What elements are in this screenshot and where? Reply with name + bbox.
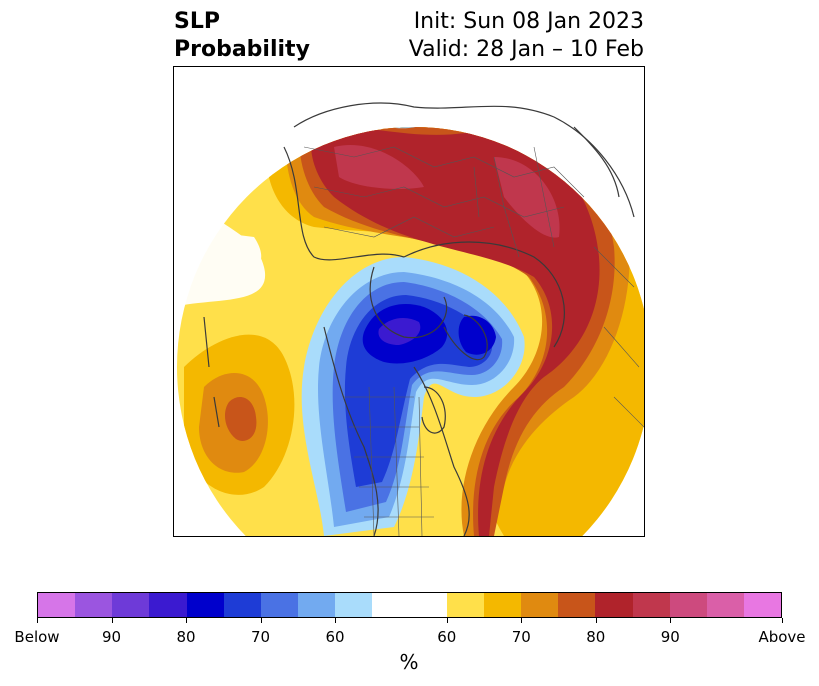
colorbar-tick	[37, 618, 38, 623]
colorbar-tick-label: 70	[250, 628, 271, 646]
colorbar-tick	[521, 618, 523, 623]
colorbar-segment	[706, 593, 744, 617]
colorbar-tick-label: 80	[176, 628, 196, 646]
colorbar-tick-label: 80	[586, 628, 606, 646]
colorbar-tick-label: Below	[14, 628, 60, 646]
map-canvas	[177, 102, 644, 536]
colorbar-tick-label: 90	[660, 628, 680, 646]
colorbar-segment	[223, 593, 261, 617]
init-date: Init: Sun 08 Jan 2023	[413, 9, 644, 34]
colorbar	[37, 592, 782, 618]
colorbar-segment	[298, 593, 336, 617]
colorbar-tick	[595, 618, 597, 623]
colorbar-tick-label: 60	[325, 628, 345, 646]
colorbar-tick	[446, 618, 448, 623]
probability-map	[173, 66, 645, 537]
colorbar-tick-label: 60	[437, 628, 457, 646]
colorbar-tick-label: 70	[511, 628, 531, 646]
colorbar-segment	[669, 593, 707, 617]
colorbar-segment	[558, 593, 596, 617]
chart-title: SLP Probability	[174, 8, 310, 64]
colorbar-segment	[260, 593, 299, 617]
colorbar-segment	[446, 593, 484, 617]
variable-label: SLP	[174, 9, 220, 34]
colorbar-tick	[670, 618, 672, 623]
colorbar-tick	[782, 618, 783, 623]
colorbar-tick	[111, 618, 113, 623]
date-info: Init: Sun 08 Jan 2023 Valid: 28 Jan – 10…	[409, 8, 644, 64]
valid-date: Valid: 28 Jan – 10 Feb	[408, 37, 644, 62]
colorbar-segment	[483, 593, 522, 617]
colorbar-segment	[521, 593, 559, 617]
colorbar-tick	[335, 618, 336, 623]
colorbar-unit: %	[399, 650, 419, 674]
colorbar-tick-label: 90	[101, 628, 122, 646]
colorbar-segment	[149, 593, 187, 617]
coastlines	[203, 102, 635, 536]
colorbar-segment	[335, 593, 373, 617]
colorbar-segment	[632, 593, 670, 617]
colorbar-tick	[260, 618, 262, 623]
subtitle-label: Probability	[174, 37, 310, 62]
colorbar-segment	[38, 593, 76, 617]
colorbar-segment	[409, 593, 447, 617]
colorbar-segment	[595, 593, 633, 617]
colorbar-segment	[112, 593, 150, 617]
colorbar-segment	[186, 593, 224, 617]
colorbar-segment	[75, 593, 113, 617]
colorbar-segment	[743, 593, 782, 617]
probability-field	[177, 127, 644, 536]
colorbar-segment	[372, 593, 410, 617]
colorbar-tick	[186, 618, 187, 623]
colorbar-tick-label: Above	[758, 628, 806, 646]
political-borders	[303, 146, 644, 536]
